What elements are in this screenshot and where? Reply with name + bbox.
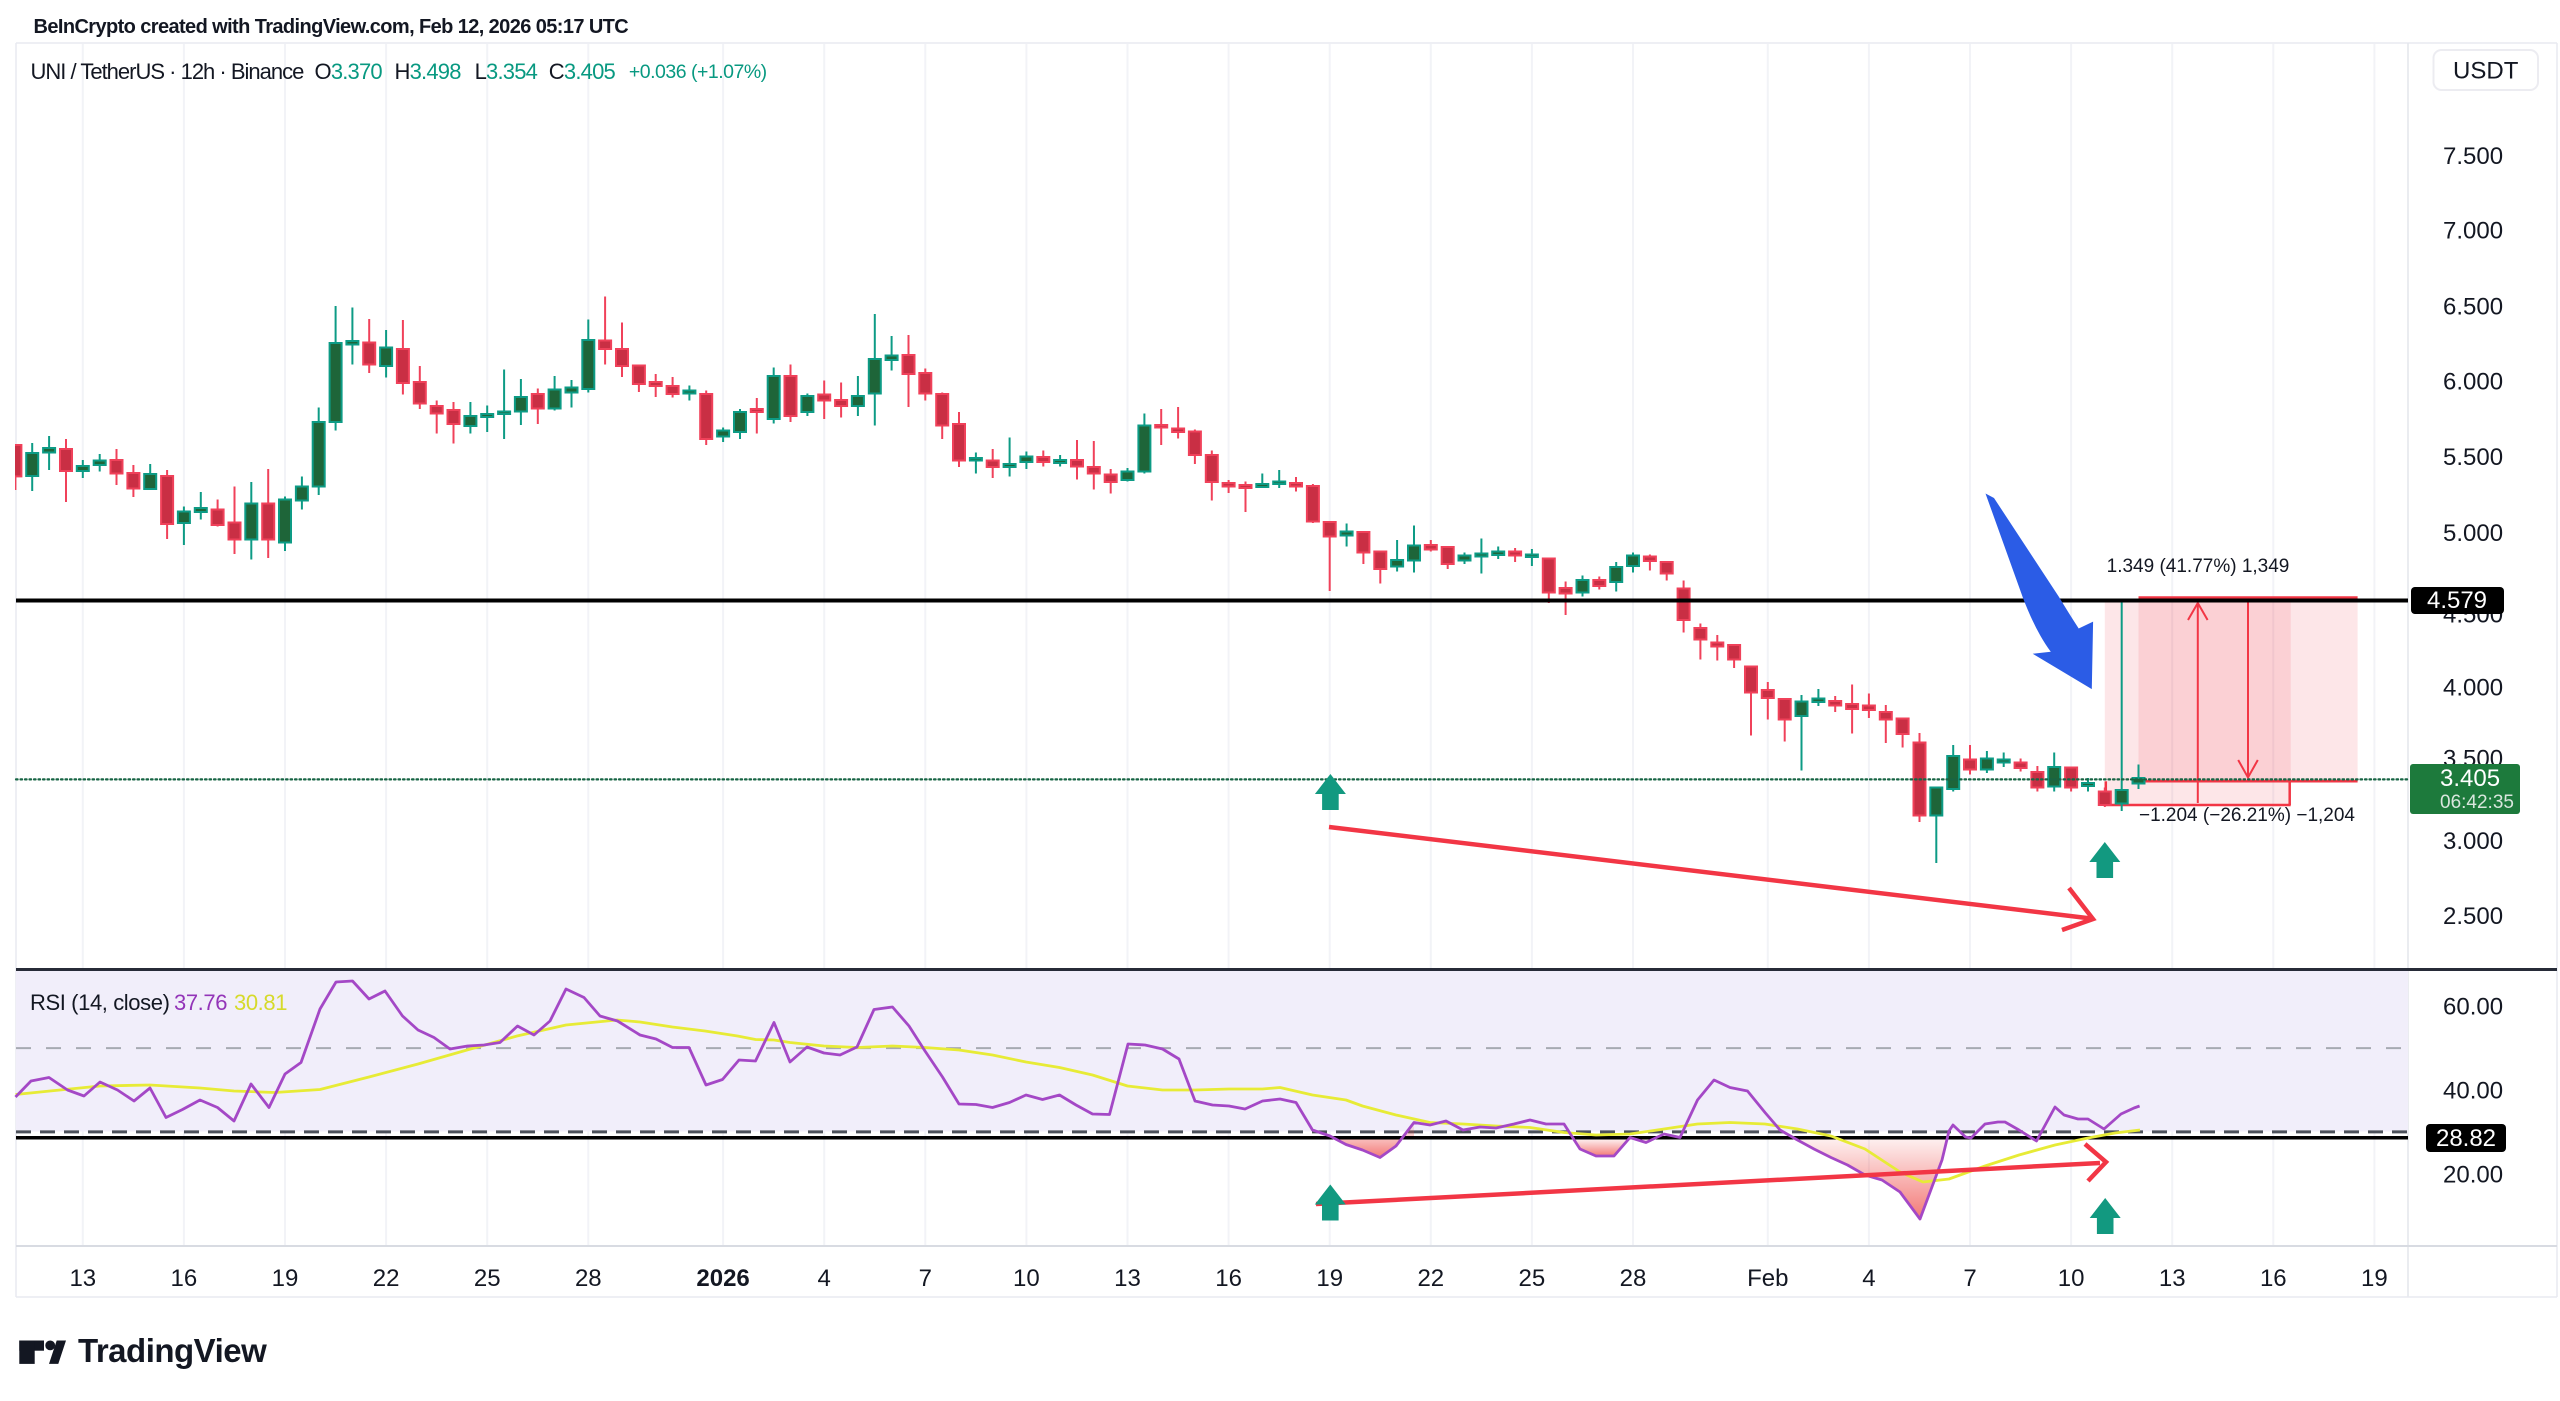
svg-text:28: 28 (575, 1265, 602, 1292)
svg-text:25: 25 (1519, 1265, 1546, 1292)
svg-text:13: 13 (1114, 1265, 1141, 1292)
svg-text:3.000: 3.000 (2443, 828, 2503, 855)
svg-text:25: 25 (474, 1265, 501, 1292)
svg-text:2026: 2026 (696, 1265, 749, 1292)
svg-text:13: 13 (2159, 1265, 2186, 1292)
svg-text:4: 4 (818, 1265, 831, 1292)
svg-text:10: 10 (1013, 1265, 1040, 1292)
svg-text:20.00: 20.00 (2443, 1161, 2503, 1188)
svg-text:28: 28 (1620, 1265, 1647, 1292)
svg-text:22: 22 (373, 1265, 400, 1292)
svg-text:Feb: Feb (1747, 1265, 1788, 1292)
svg-text:19: 19 (1316, 1265, 1343, 1292)
svg-text:+0.036 (+1.07%): +0.036 (+1.07%) (629, 61, 767, 83)
svg-text:40.00: 40.00 (2443, 1078, 2503, 1105)
svg-text:−1.204 (−26.21%) −1,204: −1.204 (−26.21%) −1,204 (2139, 805, 2355, 826)
svg-text:L3.354: L3.354 (475, 59, 538, 84)
svg-text:37.76: 37.76 (174, 990, 227, 1015)
svg-text:UNI / TetherUS · 12h · Binance: UNI / TetherUS · 12h · Binance (31, 59, 305, 84)
svg-text:16: 16 (171, 1265, 198, 1292)
svg-text:4: 4 (1862, 1265, 1875, 1292)
svg-text:5.500: 5.500 (2443, 444, 2503, 471)
svg-text:TradingView: TradingView (78, 1332, 267, 1369)
svg-text:5.000: 5.000 (2443, 520, 2503, 547)
svg-text:7.000: 7.000 (2443, 218, 2503, 245)
svg-text:7: 7 (919, 1265, 932, 1292)
svg-text:7.500: 7.500 (2443, 143, 2503, 170)
svg-text:4.000: 4.000 (2443, 675, 2503, 702)
svg-text:4.579: 4.579 (2427, 587, 2487, 614)
svg-text:2.500: 2.500 (2443, 903, 2503, 930)
svg-text:22: 22 (1417, 1265, 1444, 1292)
svg-text:30.81: 30.81 (234, 990, 287, 1015)
svg-text:6.000: 6.000 (2443, 369, 2503, 396)
svg-text:O3.370: O3.370 (315, 59, 383, 84)
svg-text:7: 7 (1963, 1265, 1976, 1292)
svg-text:RSI (14, close): RSI (14, close) (30, 990, 170, 1015)
svg-text:28.82: 28.82 (2436, 1125, 2496, 1152)
svg-text:BeInCrypto created with Tradin: BeInCrypto created with TradingView.com,… (34, 16, 629, 38)
svg-text:16: 16 (1215, 1265, 1242, 1292)
svg-text:H3.498: H3.498 (395, 59, 462, 84)
svg-text:19: 19 (2361, 1265, 2388, 1292)
svg-text:06:42:35: 06:42:35 (2440, 792, 2514, 813)
svg-text:60.00: 60.00 (2443, 994, 2503, 1021)
svg-text:19: 19 (272, 1265, 299, 1292)
svg-text:C3.405: C3.405 (549, 59, 616, 84)
svg-text:1.349 (41.77%) 1,349: 1.349 (41.77%) 1,349 (2107, 556, 2290, 577)
svg-text:13: 13 (69, 1265, 96, 1292)
svg-text:6.500: 6.500 (2443, 293, 2503, 320)
svg-text:10: 10 (2058, 1265, 2085, 1292)
svg-text:3.405: 3.405 (2440, 765, 2500, 792)
svg-text:16: 16 (2260, 1265, 2287, 1292)
svg-text:USDT: USDT (2453, 58, 2519, 85)
